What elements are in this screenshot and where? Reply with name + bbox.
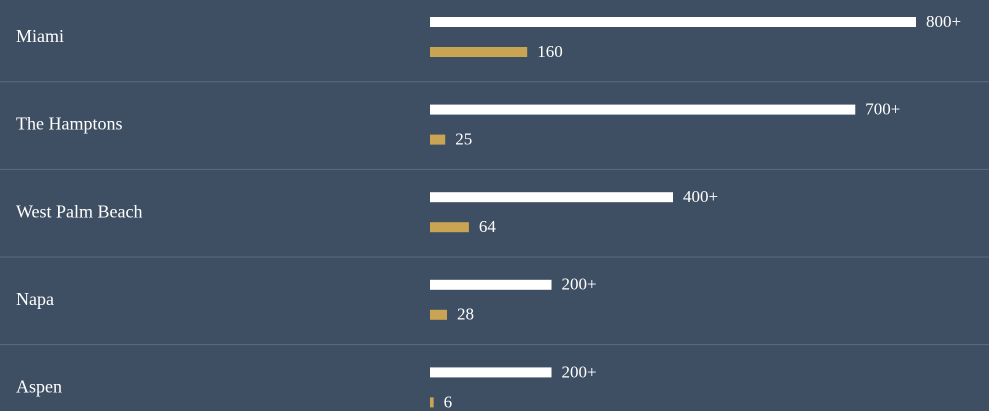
category-label: The Hamptons xyxy=(16,114,122,134)
value-label: 700+ xyxy=(865,100,900,119)
bar xyxy=(430,309,448,320)
category-label: Aspen xyxy=(16,377,62,397)
value-label: 400+ xyxy=(683,187,718,206)
value-label: 6 xyxy=(444,392,453,411)
bar xyxy=(430,192,673,203)
bar xyxy=(430,279,552,290)
bar xyxy=(430,104,856,115)
category-label: Miami xyxy=(16,26,64,46)
bar xyxy=(430,47,528,57)
bar xyxy=(430,222,469,233)
value-label: 800+ xyxy=(926,12,961,31)
bar xyxy=(430,397,434,408)
value-label: 64 xyxy=(479,217,497,236)
category-label: West Palm Beach xyxy=(16,201,143,221)
bar xyxy=(430,367,552,378)
value-label: 160 xyxy=(537,42,563,61)
category-label: Napa xyxy=(16,289,54,309)
bar xyxy=(430,134,446,145)
value-label: 25 xyxy=(455,130,472,149)
value-label: 28 xyxy=(457,305,474,324)
value-label: 200+ xyxy=(562,362,597,381)
bar xyxy=(430,17,916,27)
value-label: 200+ xyxy=(562,275,597,294)
